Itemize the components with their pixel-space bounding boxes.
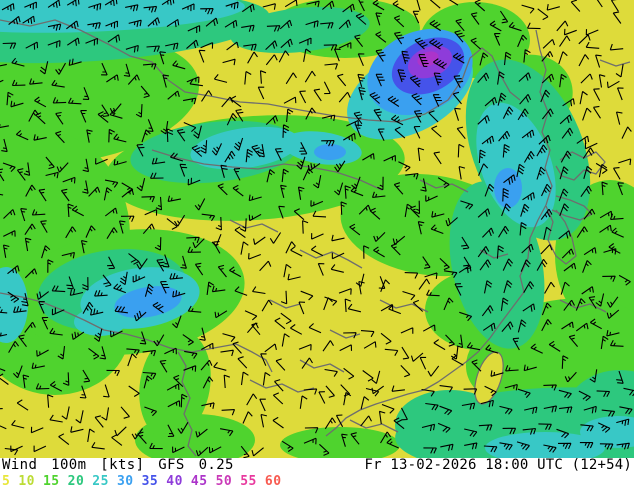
legend-value-50: 50	[215, 473, 233, 489]
legend-value-20: 20	[67, 473, 85, 489]
footer-info-row: Wind 100m [kts] GFS 0.25 Fr 13-02-2026 1…	[0, 458, 634, 474]
legend-value-15: 15	[42, 473, 60, 489]
legend-value-55: 55	[240, 473, 257, 489]
legend-value-25: 25	[92, 473, 109, 489]
legend-value-60: 60	[264, 473, 282, 489]
legend-value-35: 35	[141, 473, 159, 489]
valid-time: Fr 13-02-2026 18:00 UTC (12+54)	[364, 457, 632, 473]
legend-value-5: 5	[2, 473, 11, 489]
map-footer: Wind 100m [kts] GFS 0.25 Fr 13-02-2026 1…	[0, 458, 634, 490]
legend-value-10: 10	[18, 473, 35, 489]
legend-value-45: 45	[190, 473, 208, 489]
legend-value-30: 30	[116, 473, 134, 489]
speed-legend: 5 10 15 20 25 30 35 40 45 50 55 60	[2, 473, 282, 489]
wind-speed-field	[0, 0, 634, 458]
legend-value-40: 40	[166, 473, 183, 489]
map-area	[0, 0, 634, 458]
map-title: Wind 100m [kts] GFS 0.25	[2, 457, 234, 473]
wind-map	[0, 0, 634, 458]
wind-barbs	[0, 0, 634, 458]
country-borders	[0, 19, 631, 457]
